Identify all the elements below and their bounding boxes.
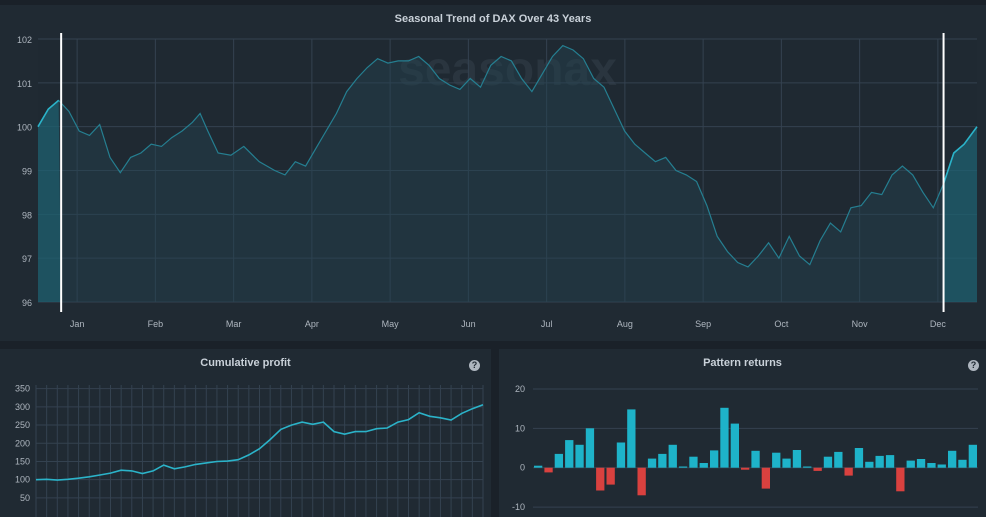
return-bar xyxy=(896,467,905,492)
return-bar xyxy=(885,455,895,468)
seasonal-trend-title: Seasonal Trend of DAX Over 43 Years xyxy=(394,13,592,25)
y-tick-label: 10 xyxy=(515,423,525,433)
return-bar xyxy=(751,450,760,468)
return-bar xyxy=(565,440,574,468)
cumulative-line xyxy=(35,403,484,481)
return-bar xyxy=(813,467,822,471)
return-bar xyxy=(782,458,791,468)
return-bar xyxy=(906,460,915,468)
return-bar xyxy=(948,450,957,468)
return-bar xyxy=(710,450,719,468)
return-bar xyxy=(575,444,584,468)
return-bar xyxy=(875,455,884,468)
y-tick-label: 100 xyxy=(17,123,32,133)
return-bar xyxy=(730,423,739,468)
return-bar xyxy=(958,459,967,468)
return-bar xyxy=(792,450,802,468)
return-bar xyxy=(772,452,781,468)
return-bar xyxy=(689,456,698,468)
y-tick-label: 100 xyxy=(15,475,30,485)
month-label: Jan xyxy=(70,319,85,329)
seasonal-trend-panel: Seasonal Trend of DAX Over 43 Years seas… xyxy=(0,5,986,341)
month-label: Oct xyxy=(774,319,789,329)
return-bar xyxy=(720,407,729,468)
y-tick-label: 101 xyxy=(17,79,32,89)
return-bar xyxy=(834,451,843,468)
highlight-area-start xyxy=(38,100,62,303)
return-bar xyxy=(544,467,553,473)
return-bar xyxy=(647,458,657,468)
month-label: Jun xyxy=(461,319,476,329)
return-bar xyxy=(616,442,626,468)
return-bar xyxy=(927,463,936,468)
month-label: Dec xyxy=(930,319,947,329)
cumulative-profit-panel: Cumulative profit ? 50 100 150 200 250 300 350 xyxy=(0,349,491,517)
y-tick-label: 300 xyxy=(15,402,30,412)
y-tick-label: 98 xyxy=(22,210,32,220)
return-bar xyxy=(596,467,605,491)
return-bar xyxy=(678,466,688,468)
trend-area xyxy=(38,45,977,302)
return-bar xyxy=(637,467,646,496)
month-label: Sep xyxy=(695,319,711,329)
return-bar xyxy=(606,467,615,485)
return-bar xyxy=(741,467,750,470)
y-tick-label: 150 xyxy=(15,456,30,466)
trend-line-highlight-start xyxy=(37,99,60,128)
return-bar xyxy=(761,467,770,489)
return-bar xyxy=(916,459,926,468)
pattern-returns-chart: -10 0 10 20 xyxy=(512,384,978,512)
cumulative-help-icon[interactable]: ? xyxy=(469,360,480,371)
seasonal-trend-chart: seasonax 96 97 98 99 100 101 102 Jan Feb Mar Apr May… xyxy=(17,33,978,329)
highlight-area-end xyxy=(943,126,977,302)
month-label: Feb xyxy=(148,319,164,329)
pattern-returns-title: Pattern returns xyxy=(703,357,782,369)
y-tick-label: 200 xyxy=(15,438,30,448)
y-tick-label: 0 xyxy=(520,463,525,473)
y-tick-label: 102 xyxy=(17,35,32,45)
return-bar xyxy=(823,456,833,468)
watermark-text: seasonax xyxy=(398,43,617,96)
return-bar xyxy=(534,465,543,468)
y-tick-label: 97 xyxy=(22,254,32,264)
return-bar xyxy=(865,461,874,468)
trend-line-highlight-end xyxy=(942,126,978,184)
y-tick-label: 50 xyxy=(20,493,30,503)
return-bar xyxy=(968,444,977,468)
y-tick-label: 20 xyxy=(515,384,525,394)
return-bar xyxy=(658,453,667,468)
return-bar xyxy=(585,428,595,468)
pattern-returns-panel: Pattern returns ? -10 0 10 20 xyxy=(499,349,986,517)
return-bar xyxy=(844,467,853,476)
month-label: Apr xyxy=(305,319,319,329)
return-bar xyxy=(854,448,864,468)
return-bar xyxy=(803,466,812,468)
month-label: Mar xyxy=(226,319,242,329)
return-bar xyxy=(627,409,636,468)
month-label: Aug xyxy=(617,319,633,329)
month-label: Nov xyxy=(852,319,869,329)
return-bar xyxy=(554,453,563,468)
y-tick-label: 350 xyxy=(15,384,30,394)
return-bar xyxy=(699,463,708,468)
cumulative-profit-chart: 50 100 150 200 250 300 350 xyxy=(15,384,484,517)
trend-line xyxy=(37,44,978,268)
y-tick-label: 99 xyxy=(22,167,32,177)
y-tick-label: 96 xyxy=(22,298,32,308)
month-label: May xyxy=(382,319,400,329)
return-bar xyxy=(937,464,946,468)
return-bar xyxy=(668,444,677,468)
y-tick-label: 250 xyxy=(15,420,30,430)
cumulative-profit-title: Cumulative profit xyxy=(200,357,291,369)
y-tick-label: -10 xyxy=(512,502,525,512)
month-label: Jul xyxy=(541,319,553,329)
pattern-help-icon[interactable]: ? xyxy=(968,360,979,371)
